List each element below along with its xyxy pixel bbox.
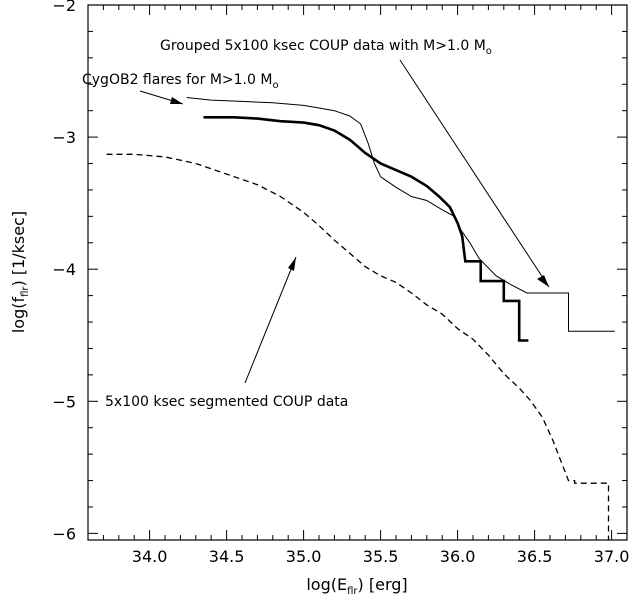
plot-frame-group	[87, 4, 628, 541]
arrowhead-cygob2	[170, 97, 183, 104]
y-tick-label: −6	[52, 524, 76, 543]
x-tick-label: 37.0	[594, 547, 630, 566]
axis-ticks	[88, 4, 627, 540]
y-tick-label: −4	[52, 260, 76, 279]
x-tick-label: 34.0	[132, 547, 168, 566]
y-tick-label: −2	[52, 0, 76, 15]
x-tick-label: 36.5	[517, 547, 553, 566]
x-tick-label: 35.0	[286, 547, 322, 566]
annotation-segmented: 5x100 ksec segmented COUP data	[105, 394, 348, 410]
x-axis-title-sub: flr	[347, 586, 358, 597]
arrowhead-grouped	[537, 275, 549, 287]
axis-tick-labels: 34.0 34.5 35.0 35.5 36.0 36.5 37.0 −2 −3 −4 −5 −6	[52, 0, 629, 566]
x-axis-title: log(Eflr) [erg]	[306, 575, 407, 597]
arrow-grouped	[399, 59, 550, 288]
series-line-thin	[186, 97, 615, 332]
series-line-dashed	[106, 153, 610, 540]
x-axis-title-tail: ) [erg]	[358, 575, 408, 594]
annotation-cygob2: CygOB2 flares for M>1.0 Mo	[82, 72, 279, 91]
x-tick-label: 35.5	[363, 547, 399, 566]
x-tick-label: 34.5	[209, 547, 245, 566]
series-line-thick	[203, 116, 529, 342]
annotation-cygob2-sub: o	[272, 80, 278, 91]
arrowhead-segmented	[288, 257, 296, 271]
y-tick-label: −5	[52, 392, 76, 411]
plot-frame	[87, 4, 628, 541]
arrow-segmented	[244, 256, 297, 384]
x-tick-label: 36.0	[440, 547, 476, 566]
y-axis-title: log(fflr) [1/ksec]	[9, 211, 31, 333]
annotation-grouped-sub: o	[486, 46, 492, 57]
annotation-grouped: Grouped 5x100 ksec COUP data with M>1.0 …	[160, 38, 492, 57]
y-axis-title-sub: flr	[20, 286, 31, 297]
series-layer	[106, 97, 615, 540]
y-axis-title-tail: ) [1/ksec]	[9, 211, 28, 287]
annotation-cygob2-text: CygOB2 flares for M>1.0 M	[82, 72, 272, 88]
x-axis-title-main: log(E	[306, 575, 347, 594]
annotation-grouped-text: Grouped 5x100 ksec COUP data with M>1.0 …	[160, 38, 486, 54]
annotation-arrows	[139, 59, 550, 384]
annotation-segmented-text: 5x100 ksec segmented COUP data	[105, 394, 348, 410]
y-tick-label: −3	[52, 128, 76, 147]
y-axis-title-main: log(f	[9, 297, 28, 334]
